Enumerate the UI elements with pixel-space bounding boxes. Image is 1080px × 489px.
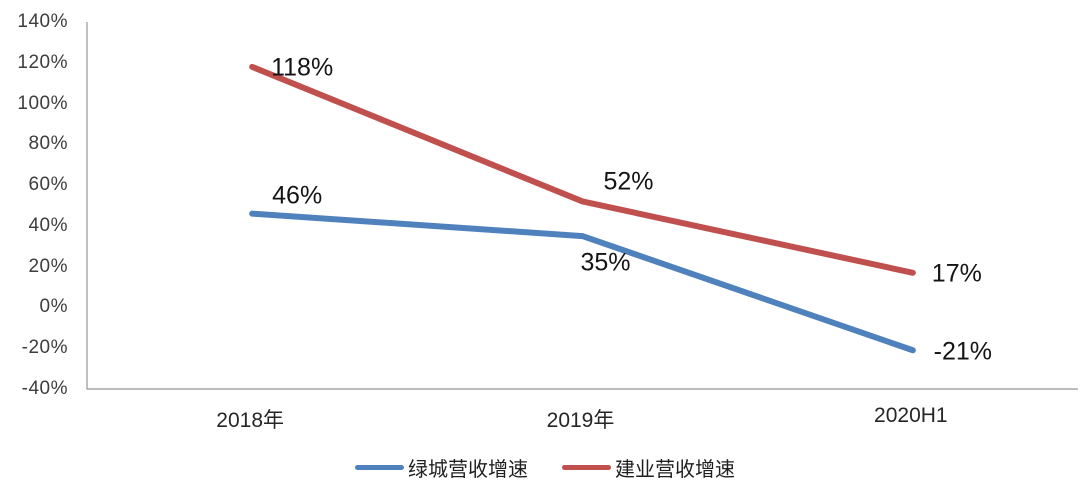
y-tick-label: -40%	[21, 378, 68, 399]
data-label: 35%	[580, 248, 631, 277]
series-line-0	[249, 210, 916, 354]
legend-label: 绿城营收增速	[408, 458, 528, 481]
y-tick-label: 0%	[39, 296, 68, 318]
data-label: -21%	[933, 337, 993, 366]
legend-line-icon	[355, 464, 404, 470]
x-tick-label: 2018年	[216, 409, 285, 432]
y-tick-label: 80%	[28, 133, 68, 155]
y-tick-label: 20%	[28, 255, 68, 277]
legend-label: 建业营收增速	[615, 458, 735, 481]
data-label: 17%	[931, 259, 982, 288]
legend-item-0: 绿城营收增速	[355, 453, 528, 482]
y-tick-label: 40%	[28, 214, 68, 236]
data-label: 52%	[603, 167, 654, 196]
y-tick-label: 120%	[17, 51, 68, 73]
y-tick-label: 140%	[17, 11, 68, 32]
y-tick-label: 100%	[17, 92, 68, 114]
x-tick-label: 2020H1	[874, 404, 948, 427]
y-tick-label: 60%	[28, 174, 68, 196]
data-label: 118%	[271, 53, 334, 82]
legend: 绿城营收增速 建业营收增速	[10, 453, 1080, 481]
legend-line-icon	[562, 464, 611, 470]
legend-item-1: 建业营收增速	[562, 453, 735, 482]
data-label: 46%	[272, 181, 323, 210]
series-line-1	[249, 63, 916, 276]
axis-lines	[86, 22, 1078, 390]
x-tick-label: 2019年	[546, 409, 615, 432]
y-tick-label: -20%	[21, 337, 68, 359]
